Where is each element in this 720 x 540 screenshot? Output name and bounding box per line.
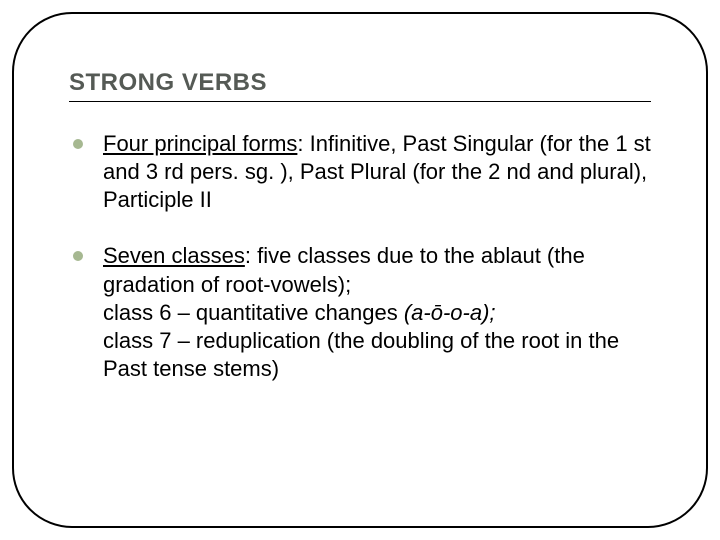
slide-frame: STRONG VERBS Four principal forms: Infin… <box>12 12 708 528</box>
bullet-2-lead: Seven classes <box>103 243 245 268</box>
title-underline <box>69 101 651 102</box>
bullet-item-2: Seven classes: five classes due to the a… <box>69 242 651 383</box>
bullet-icon <box>73 139 83 149</box>
bullet-2-body: Seven classes: five classes due to the a… <box>103 242 651 383</box>
bullet-2-line2-italic: (a-ō-o-a); <box>404 300 496 325</box>
bullet-1-body: Four principal forms: Infinitive, Past S… <box>103 130 651 214</box>
bullet-1-lead: Four principal forms <box>103 131 297 156</box>
bullet-2-line2-pre: class 6 – quantitative changes <box>103 300 404 325</box>
bullet-2-line3: class 7 – reduplication (the doubling of… <box>103 328 619 381</box>
bullet-icon <box>73 251 83 261</box>
slide-title: STRONG VERBS <box>69 69 651 97</box>
bullet-item-1: Four principal forms: Infinitive, Past S… <box>69 130 651 214</box>
